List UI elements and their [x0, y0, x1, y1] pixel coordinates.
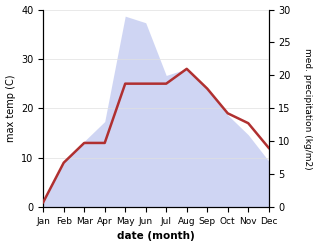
X-axis label: date (month): date (month): [117, 231, 195, 242]
Y-axis label: med. precipitation (kg/m2): med. precipitation (kg/m2): [303, 48, 313, 169]
Y-axis label: max temp (C): max temp (C): [5, 75, 16, 142]
